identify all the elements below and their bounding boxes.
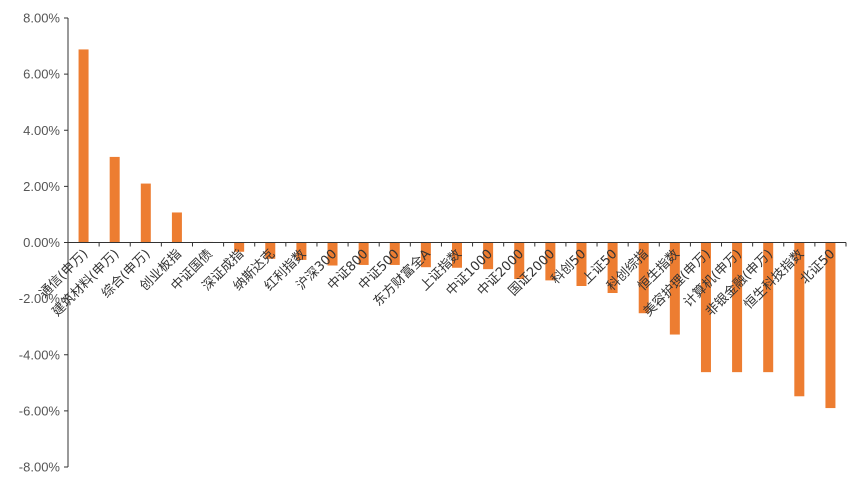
y-tick-label: 6.00% <box>23 67 60 82</box>
bar <box>420 242 431 268</box>
x-axis <box>67 242 847 247</box>
bar <box>265 242 276 259</box>
y-tick-label: 4.00% <box>23 123 60 138</box>
y-tick-label: -8.00% <box>19 460 61 475</box>
bar <box>700 242 711 373</box>
bar <box>607 242 618 294</box>
bar <box>389 242 400 265</box>
bar <box>545 242 556 281</box>
y-tick-label: -2.00% <box>19 291 61 306</box>
bar <box>452 242 462 268</box>
bar <box>638 242 649 314</box>
bar <box>78 49 89 243</box>
bar <box>327 242 338 266</box>
bar <box>109 156 120 243</box>
y-tick-label: 8.00% <box>23 11 60 26</box>
bar <box>669 242 680 335</box>
y-axis: -8.00% -6.00% -4.00% -2.00% 0.00% 2.00% 4.00% 6… <box>19 11 69 475</box>
bar <box>171 212 182 243</box>
bar <box>140 183 151 243</box>
bar <box>296 242 307 260</box>
bar <box>483 242 494 270</box>
bar <box>825 242 836 409</box>
bar <box>514 242 525 279</box>
bar <box>794 242 805 397</box>
bar <box>234 242 245 252</box>
y-tick-label: -6.00% <box>19 403 61 418</box>
bar <box>732 242 743 373</box>
bar <box>358 242 369 265</box>
bar <box>576 242 587 286</box>
category-labels: 通信(申万)建筑材料(申万)综合(申万)创业板指中证国债深证成指纳斯达克红利指数… <box>37 246 838 320</box>
bar <box>763 242 774 373</box>
y-tick-label: -4.00% <box>19 347 61 362</box>
y-tick-label: 2.00% <box>23 179 60 194</box>
y-tick-label: 0.00% <box>23 235 60 250</box>
bars <box>78 49 836 409</box>
